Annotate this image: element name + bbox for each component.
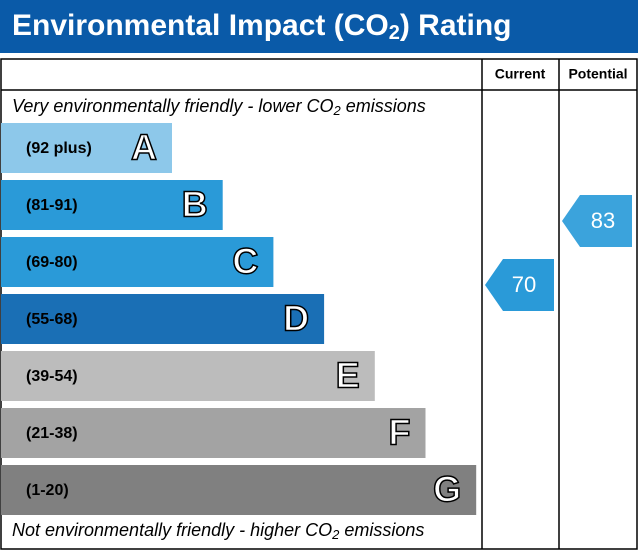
band-range: (69-80) <box>26 254 78 271</box>
title-sub: 2 <box>389 22 400 44</box>
band-bar <box>1 180 223 230</box>
band-range: (39-54) <box>26 368 78 385</box>
band-letter: C <box>232 241 258 282</box>
band-letter: E <box>336 355 360 396</box>
potential-arrow <box>562 195 632 247</box>
band-range: (81-91) <box>26 197 78 214</box>
title-end: ) Rating <box>400 9 512 42</box>
title-bar <box>0 0 638 53</box>
band-letter: G <box>433 469 461 510</box>
current-value: 70 <box>512 272 536 297</box>
band-bar <box>1 123 172 173</box>
bands: (92 plus) A (81-91) B (69-80) C (55-68) D (39-54… <box>1 123 477 515</box>
note-text: Very environmentally friendly - lower CO <box>12 96 333 116</box>
band-range: (92 plus) <box>26 140 92 157</box>
potential-value: 83 <box>591 208 615 233</box>
note-sub: 2 <box>332 103 341 118</box>
current-header: Current <box>495 66 546 82</box>
title: Environmental Impact (CO2) Rating <box>12 9 512 44</box>
band-bar <box>1 465 477 515</box>
note-end: emissions <box>341 96 426 116</box>
band-letter: F <box>389 412 411 453</box>
title-text: Environmental Impact (CO <box>12 9 389 42</box>
band-letter: A <box>131 127 157 168</box>
note-end: emissions <box>339 520 424 540</box>
note-sub: 2 <box>331 527 340 542</box>
bottom-note: Not environmentally friendly - higher CO… <box>12 520 424 543</box>
band-bar <box>1 237 274 287</box>
band-letter: D <box>283 298 309 339</box>
band-bar <box>1 351 375 401</box>
current-arrow <box>485 259 554 311</box>
potential-header: Potential <box>568 66 627 82</box>
band-range: (1-20) <box>26 482 69 499</box>
band-range: (21-38) <box>26 425 78 442</box>
band-letter: B <box>182 184 208 225</box>
note-text: Not environmentally friendly - higher CO <box>12 520 332 540</box>
top-note: Very environmentally friendly - lower CO… <box>12 96 426 119</box>
band-bar <box>1 408 426 458</box>
band-range: (55-68) <box>26 311 78 328</box>
band-bar <box>1 294 325 344</box>
